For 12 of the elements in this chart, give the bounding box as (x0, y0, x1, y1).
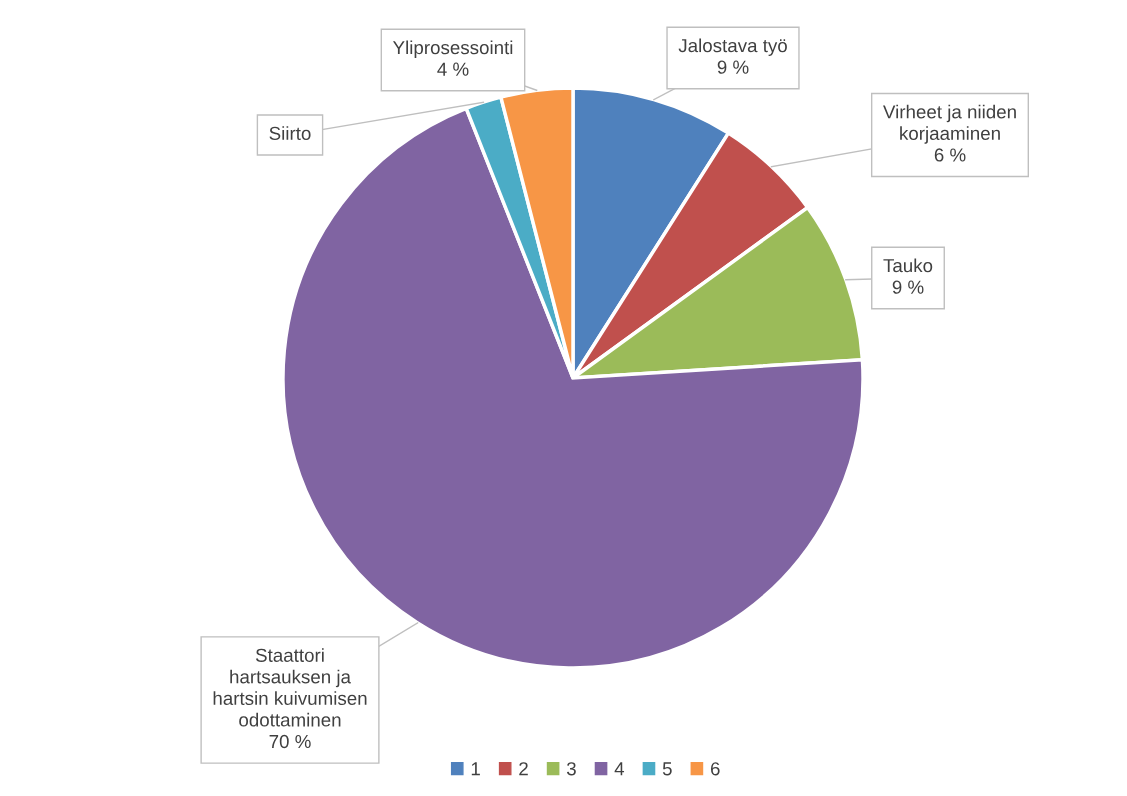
legend-label: 4 (614, 762, 625, 776)
data-label: Tauko 9 % (883, 258, 933, 294)
data-label: Jalostava työ 9 % (678, 38, 787, 74)
legend-label: 1 (471, 762, 480, 776)
data-label: Siirto (269, 126, 311, 141)
data-label: Staattori hartsauksen ja hartsin kuivumisen odottaminen 70 % (213, 648, 367, 749)
legend-label: 5 (662, 762, 672, 776)
data-label: Yliprosessointi 4 % (392, 40, 513, 76)
legend-label: 2 (519, 762, 528, 776)
legend-label: 6 (710, 762, 720, 776)
legend-label: 3 (566, 762, 576, 776)
data-label: Virheet ja niiden korjaaminen 6 % (883, 104, 1016, 162)
